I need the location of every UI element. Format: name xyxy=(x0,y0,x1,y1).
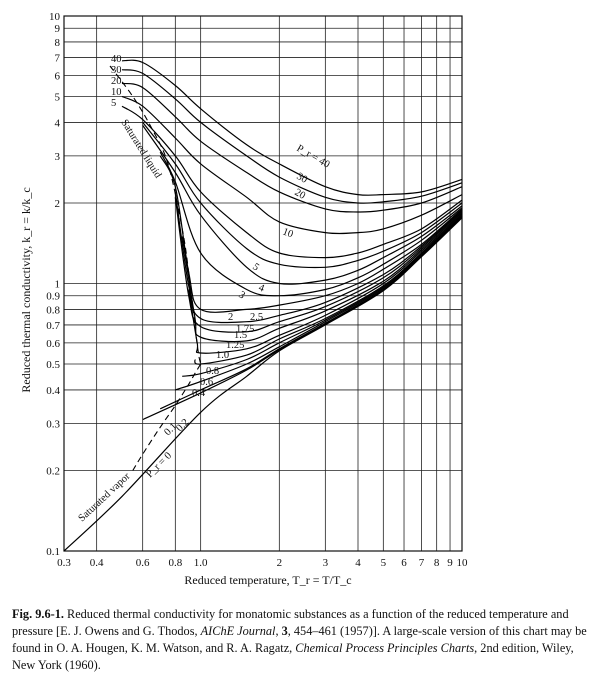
curve-label-40: P_r = 40 xyxy=(295,143,332,171)
chart-grid xyxy=(63,15,463,552)
curve-pr-1-0 xyxy=(188,213,463,354)
x-tick-label: 3 xyxy=(323,557,329,569)
y-tick-label: 0.6 xyxy=(46,338,60,350)
y-tick-label: 10 xyxy=(49,11,61,23)
caption-book: Chemical Process Principles Charts xyxy=(295,640,475,655)
y-tick-label: 0.2 xyxy=(46,465,60,477)
curve-label-10: 10 xyxy=(281,226,295,240)
curve-label-20: 20 xyxy=(293,187,308,202)
curve-label-4: 4 xyxy=(257,282,266,294)
x-tick-label: 0.4 xyxy=(90,557,104,569)
curve-pr-0 xyxy=(63,217,463,552)
curve-label-left-5: 5 xyxy=(111,98,116,109)
y-tick-label: 5 xyxy=(55,92,61,104)
y-tick-label: 4 xyxy=(55,117,61,129)
curve-pr-0-6 xyxy=(182,215,463,377)
y-tick-label: 8 xyxy=(55,37,61,49)
x-tick-label: 6 xyxy=(401,557,407,569)
saturated-liquid-curve xyxy=(109,65,202,365)
x-tick-label: 1.0 xyxy=(194,557,208,569)
caption-journal: AIChE Journal xyxy=(200,623,276,638)
curve-label-30: 30 xyxy=(295,171,310,186)
curve-pr-2 xyxy=(159,155,463,313)
x-tick-label: 8 xyxy=(434,557,440,569)
y-tick-label: 9 xyxy=(55,23,61,35)
chart-curves xyxy=(63,59,463,552)
y-tick-label: 6 xyxy=(55,70,61,82)
curve-pr-0-1 xyxy=(142,217,463,421)
x-tick-label: 0.6 xyxy=(136,557,150,569)
x-axis-title: Reduced temperature, T_r = T/T_c xyxy=(184,573,351,587)
y-tick-label: 2 xyxy=(55,198,61,210)
annotation-saturated-vapor: Saturated vapor xyxy=(77,471,133,525)
y-tick-label: 0.5 xyxy=(46,359,60,371)
y-axis-title: Reduced thermal conductivity, k_r = k/k_… xyxy=(19,187,33,392)
y-tick-label: 3 xyxy=(55,151,61,163)
curve-label-5: 5 xyxy=(250,261,261,273)
curve-label-3: 3 xyxy=(236,289,247,301)
x-tick-label: 2 xyxy=(277,557,283,569)
curve-label-0-6: 0.6 xyxy=(200,377,213,388)
saturated-vapor-curve xyxy=(132,363,202,471)
y-tick-label: 1 xyxy=(55,279,61,291)
curve-label-0: P_r = 0 xyxy=(144,450,174,480)
caption-text-2: , xyxy=(275,623,282,638)
curve-label-1-75: 1.75 xyxy=(236,324,254,335)
x-tick-label: 4 xyxy=(355,557,361,569)
y-tick-label: 0.8 xyxy=(46,304,60,316)
curve-label-1-25: 1.25 xyxy=(226,340,244,351)
curve-pr-10 xyxy=(121,95,463,235)
y-tick-label: 0.9 xyxy=(46,291,60,303)
curve-label-1-0: 1.0 xyxy=(216,350,229,361)
x-tick-label: 0.8 xyxy=(168,557,182,569)
curve-pr-4 xyxy=(142,122,463,269)
x-tick-label: 0.3 xyxy=(57,557,71,569)
curve-pr-2-5 xyxy=(159,151,463,297)
curve-label-0-2: 0.2 xyxy=(174,417,191,434)
plot-frame xyxy=(63,15,463,552)
curve-pr-5 xyxy=(121,105,463,259)
curve-pr-0-4 xyxy=(175,216,463,391)
x-tick-label: 5 xyxy=(381,557,387,569)
y-tick-label: 0.1 xyxy=(46,546,60,558)
y-tick-label: 0.4 xyxy=(46,385,60,397)
curve-label-left-10: 10 xyxy=(111,87,122,98)
curve-label-left-40: 40 xyxy=(111,54,122,65)
x-tick-label: 10 xyxy=(457,557,469,569)
x-tick-label: 7 xyxy=(419,557,425,569)
y-tick-label: 0.7 xyxy=(46,320,60,332)
curve-pr-20 xyxy=(121,82,463,213)
caption-text-3: , 454–461 (1957)]. A large-scale version… xyxy=(12,623,587,655)
chart: P_r = 403020105432.521.751.51.251.00.80.… xyxy=(19,11,468,587)
y-tick-label: 7 xyxy=(55,52,61,64)
caption-number: Fig. 9.6-1. xyxy=(12,607,64,621)
curve-label-left-20: 20 xyxy=(111,76,122,87)
curve-pr-40 xyxy=(121,59,463,196)
curve-pr-3 xyxy=(142,125,463,285)
curve-label-2: 2 xyxy=(228,312,233,323)
x-tick-label: 9 xyxy=(447,557,453,569)
curve-label-left-30: 30 xyxy=(111,65,122,76)
caption-volume: 3 xyxy=(281,623,288,638)
annotation-saturated-liquid: Saturated liquid xyxy=(118,118,163,181)
curve-label-0-8: 0.8 xyxy=(206,366,219,377)
curve-pr-1-25 xyxy=(181,212,463,343)
figure-caption: Fig. 9.6-1. Reduced thermal conductivity… xyxy=(12,606,587,674)
curve-label-0-4: 0.4 xyxy=(192,388,206,399)
curve-pr-0-8 xyxy=(194,214,463,365)
curve-pr-1-5 xyxy=(174,197,463,333)
caption-text-1: Reduced thermal conductivity for monatom… xyxy=(12,607,569,638)
curve-pr-1-75 xyxy=(174,191,463,324)
curve-label-2-5: 2.5 xyxy=(250,312,263,323)
curve-label-1-5: 1.5 xyxy=(234,330,247,341)
y-tick-label: 0.3 xyxy=(46,418,60,430)
curve-pr-30 xyxy=(121,69,463,204)
caption-text-4: , 2nd edition, Wiley, New York (1960). xyxy=(12,640,574,672)
chart-ticks: 0.3 0.4 0.6 0.8 1.0 2 3 4 5 6 7 8 9 100.10.20.30.40.5… xyxy=(46,11,468,569)
